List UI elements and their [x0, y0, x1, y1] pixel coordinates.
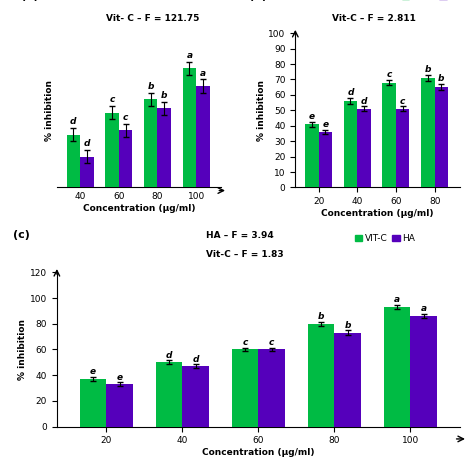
Y-axis label: % inhibition: % inhibition: [45, 80, 54, 141]
Bar: [383, 82, 396, 187]
Bar: [66, 135, 80, 430]
Bar: [80, 379, 106, 427]
Text: b: b: [161, 91, 167, 100]
Text: c: c: [123, 113, 128, 122]
Text: d: d: [361, 97, 367, 106]
Bar: [157, 108, 171, 430]
Text: b: b: [147, 82, 154, 91]
Text: c: c: [269, 338, 274, 347]
Bar: [305, 124, 319, 187]
Text: b: b: [425, 65, 431, 74]
Bar: [410, 316, 437, 427]
Bar: [119, 130, 132, 430]
Text: a: a: [200, 69, 206, 78]
Bar: [258, 349, 285, 427]
Text: b: b: [318, 312, 324, 321]
Bar: [435, 87, 448, 187]
Text: HA – F = 243.02: HA – F = 243.02: [106, 0, 186, 1]
Text: a: a: [420, 304, 427, 313]
Bar: [421, 78, 435, 187]
Text: e: e: [309, 112, 315, 121]
Bar: [344, 101, 357, 187]
Legend: VIT-C, HA: VIT-C, HA: [399, 0, 466, 5]
Bar: [232, 349, 258, 427]
Bar: [396, 109, 410, 187]
Text: Vit-C – F = 1.83: Vit-C – F = 1.83: [206, 250, 283, 259]
X-axis label: Concentration (μg/ml): Concentration (μg/ml): [202, 448, 315, 457]
Bar: [319, 132, 332, 187]
X-axis label: Concentration (μg/ml): Concentration (μg/ml): [321, 209, 434, 218]
Text: d: d: [347, 88, 354, 97]
Bar: [182, 68, 196, 430]
Text: e: e: [90, 367, 96, 376]
Bar: [384, 307, 410, 427]
Bar: [308, 324, 334, 427]
Y-axis label: % inhibition: % inhibition: [256, 80, 265, 141]
Text: Vit-C – F = 2.811: Vit-C – F = 2.811: [331, 14, 415, 23]
Text: Vit- C – F = 121.75: Vit- C – F = 121.75: [106, 14, 200, 23]
Text: b: b: [345, 320, 351, 329]
Text: c: c: [400, 97, 405, 106]
Bar: [80, 156, 94, 430]
Bar: [144, 99, 157, 430]
Text: e: e: [117, 373, 123, 382]
Text: c: c: [386, 71, 392, 80]
Text: (a): (a): [21, 0, 38, 1]
Text: c: c: [242, 338, 248, 347]
Text: b: b: [438, 74, 445, 83]
Bar: [196, 86, 210, 430]
Text: e: e: [322, 120, 328, 129]
Text: a: a: [186, 51, 192, 60]
Legend: VIT-C, HA: VIT-C, HA: [352, 230, 419, 247]
X-axis label: Concentration (μg/ml): Concentration (μg/ml): [83, 204, 195, 213]
Text: d: d: [192, 355, 199, 364]
Text: d: d: [166, 351, 172, 360]
Bar: [334, 333, 361, 427]
Text: (b): (b): [249, 0, 267, 1]
Bar: [106, 384, 133, 427]
Text: a: a: [394, 295, 400, 304]
Text: HA – F = 3.94: HA – F = 3.94: [206, 231, 273, 240]
Bar: [357, 109, 371, 187]
Bar: [182, 366, 209, 427]
Bar: [155, 362, 182, 427]
Text: (c): (c): [13, 230, 29, 240]
Text: d: d: [70, 117, 77, 126]
Text: c: c: [109, 95, 115, 104]
Text: d: d: [83, 139, 90, 148]
Y-axis label: % inhibition: % inhibition: [18, 319, 27, 380]
Bar: [105, 112, 119, 430]
Text: HA – F  = 2.60: HA – F = 2.60: [331, 0, 402, 1]
